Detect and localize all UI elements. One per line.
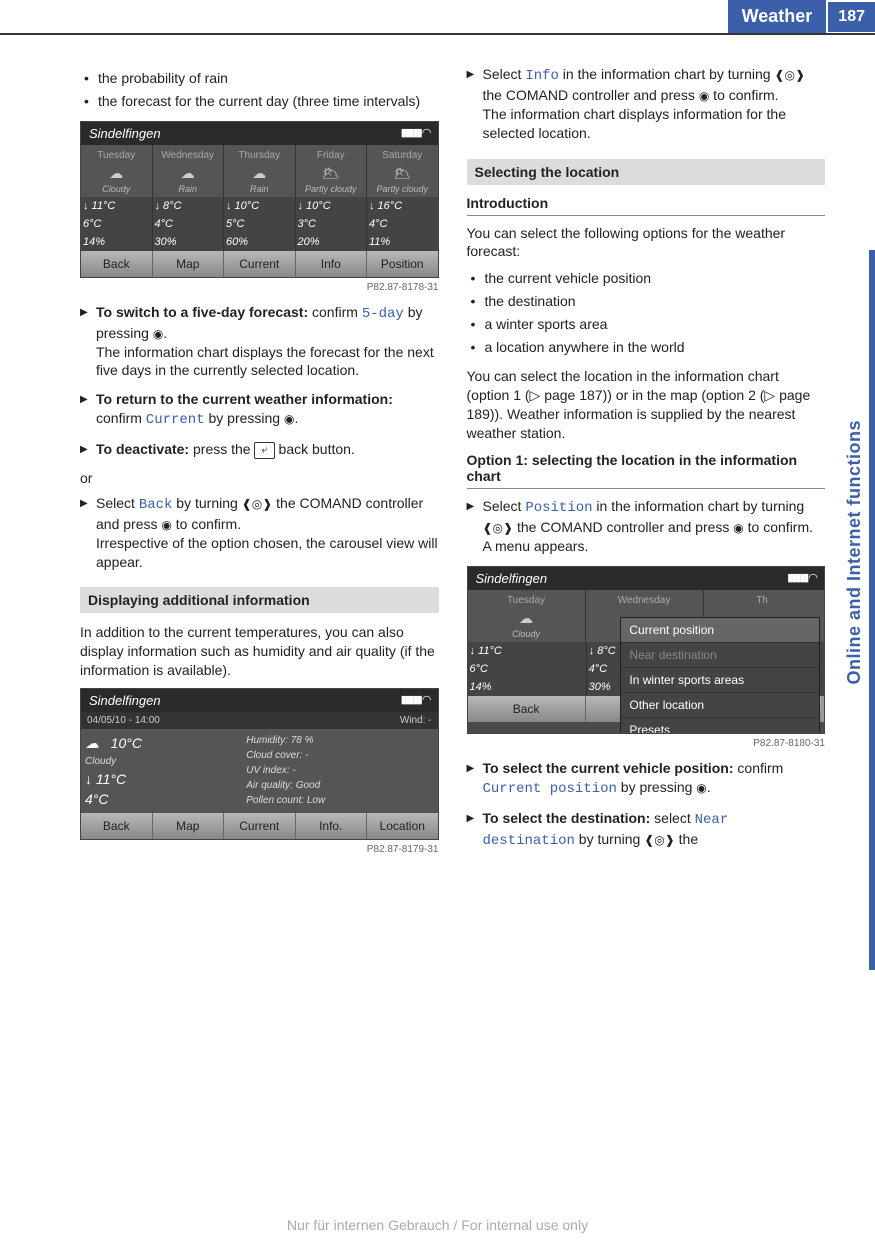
ss-location: Sindelfingen	[89, 126, 161, 141]
info-screenshot: Sindelfingen▮▮▮▮▮ ◠ 04/05/10 - 14:00Wind…	[80, 688, 439, 840]
ss-info-button[interactable]: Info.	[296, 813, 368, 839]
press-icon: ◉	[284, 411, 294, 427]
section-heading: Selecting the location	[467, 159, 826, 185]
header-title: Weather	[728, 0, 827, 33]
ss-map-button[interactable]: Map	[153, 251, 225, 277]
ss-current-button[interactable]: Current	[224, 251, 296, 277]
menu-near-destination[interactable]: Near destination	[621, 643, 819, 668]
section-heading: Displaying additional information	[80, 587, 439, 613]
step-item: To switch to a five-day forecast: confir…	[80, 303, 439, 381]
body-text: You can select the following options for…	[467, 224, 826, 262]
signal-icon: ▮▮▮▮▮ ◠	[401, 126, 430, 141]
press-icon: ◉	[733, 520, 743, 536]
intro-bullets: the probability of rain the forecast for…	[80, 69, 439, 111]
step-item: Select Back by turning ❰◎❱ the COMAND co…	[80, 494, 439, 572]
ss-back-button[interactable]: Back	[81, 813, 153, 839]
turn-icon: ❰◎❱	[644, 832, 675, 848]
ss-back-button[interactable]: Back	[81, 251, 153, 277]
bullet-item: the forecast for the current day (three …	[84, 92, 439, 111]
menu-current-position[interactable]: Current position	[621, 618, 819, 643]
ss-map-button[interactable]: Map	[153, 813, 225, 839]
ss-position-button[interactable]: Position	[367, 251, 438, 277]
figure-ref: P82.87-8178-31	[80, 282, 439, 293]
menu-other-location[interactable]: Other location	[621, 693, 819, 718]
press-icon: ◉	[696, 780, 706, 796]
signal-icon: ▮▮▮▮▮ ◠	[787, 571, 816, 586]
right-column: Select Info in the information chart by …	[467, 65, 826, 865]
subheading: Option 1: selecting the location in the …	[467, 452, 826, 489]
signal-icon: ▮▮▮▮▮ ◠	[401, 693, 430, 708]
ss-location: Sindelfingen	[476, 571, 548, 586]
body-text: You can select the location in the infor…	[467, 367, 826, 443]
step-item: To select the destination: select Near d…	[467, 809, 826, 851]
footer-text: Nur für internen Gebrauch / For internal…	[0, 1217, 875, 1233]
ss-location-button[interactable]: Location	[367, 813, 438, 839]
press-icon: ◉	[153, 326, 163, 342]
figure-ref: P82.87-8180-31	[467, 738, 826, 749]
press-icon: ◉	[699, 88, 709, 104]
step-item: To return to the current weather informa…	[80, 390, 439, 430]
ss-current-button[interactable]: Current	[224, 813, 296, 839]
menu-presets[interactable]: Presets	[621, 718, 819, 734]
turn-icon: ❰◎❱	[774, 67, 805, 83]
bullet-item: the destination	[471, 292, 826, 311]
forecast-screenshot: Sindelfingen▮▮▮▮▮ ◠ Tuesday☁Cloudy Wedne…	[80, 121, 439, 278]
body-text: In addition to the current temperatures,…	[80, 623, 439, 680]
ss-info-button[interactable]: Info	[296, 251, 368, 277]
bullet-item: the probability of rain	[84, 69, 439, 88]
ss-location: Sindelfingen	[89, 693, 161, 708]
step-item: To select the current vehicle position: …	[467, 759, 826, 799]
subheading: Introduction	[467, 195, 826, 216]
page-header: Weather 187	[0, 0, 875, 35]
figure-ref: P82.87-8179-31	[80, 844, 439, 855]
press-icon: ◉	[161, 517, 171, 533]
step-item: Select Position in the information chart…	[467, 497, 826, 556]
position-popup-menu: Current position Near destination In win…	[620, 617, 820, 734]
back-key-icon: ⤶	[254, 442, 274, 459]
step-item: To deactivate: press the ⤶ back button.	[80, 440, 439, 459]
section-tab-label: Online and Internet functions	[844, 420, 865, 685]
bullet-item: a winter sports area	[471, 315, 826, 334]
turn-icon: ❰◎❱	[242, 496, 273, 512]
position-menu-screenshot: Sindelfingen▮▮▮▮▮ ◠ Tuesday☁Cloudy Wedne…	[467, 566, 826, 734]
step-item: Select Info in the information chart by …	[467, 65, 826, 143]
or-text: or	[80, 469, 439, 488]
bullet-item: the current vehicle position	[471, 269, 826, 288]
section-tab-bar	[869, 250, 875, 970]
ss-back-button[interactable]: Back	[468, 696, 586, 722]
menu-winter-sports[interactable]: In winter sports areas	[621, 668, 819, 693]
left-column: the probability of rain the forecast for…	[80, 65, 439, 865]
page-number: 187	[828, 2, 875, 32]
turn-icon: ❰◎❱	[483, 520, 514, 536]
bullet-item: a location anywhere in the world	[471, 338, 826, 357]
